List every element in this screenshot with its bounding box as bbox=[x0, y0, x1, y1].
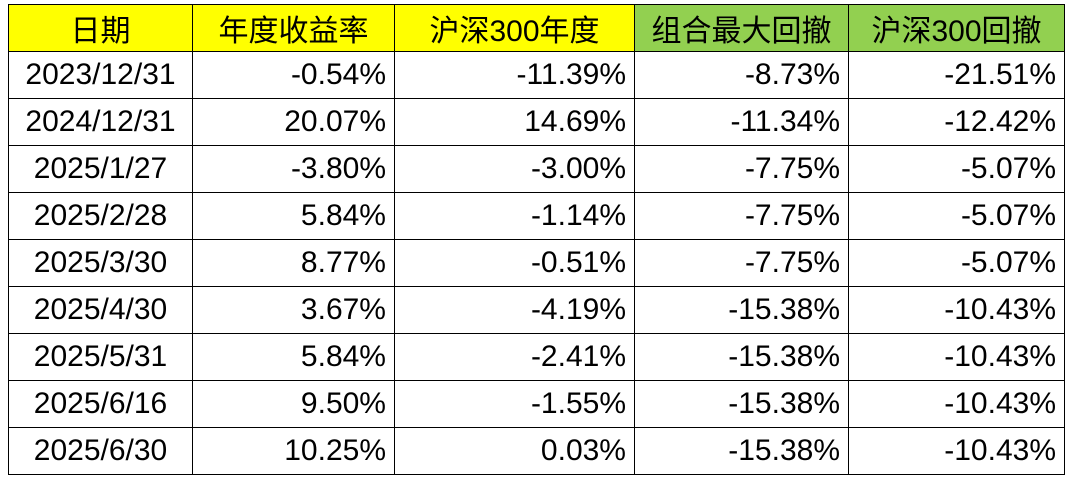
value-cell: -10.43% bbox=[848, 427, 1065, 475]
value-cell: 9.50% bbox=[192, 380, 395, 428]
date-cell: 2025/4/30 bbox=[8, 286, 193, 334]
date-cell: 2025/5/31 bbox=[8, 333, 193, 381]
header-cell: 组合最大回撤 bbox=[634, 4, 849, 52]
table-row: 2023/12/31 -0.54% -11.39% -8.73% -21.51% bbox=[8, 51, 1065, 99]
value-cell: -7.75% bbox=[634, 239, 849, 287]
value-cell: -7.75% bbox=[634, 192, 849, 240]
table-row: 2025/3/30 8.77% -0.51% -7.75% -5.07% bbox=[8, 239, 1065, 287]
value-cell: -12.42% bbox=[848, 98, 1065, 146]
value-cell: 14.69% bbox=[394, 98, 635, 146]
value-cell: -3.00% bbox=[394, 145, 635, 193]
value-cell: -11.34% bbox=[634, 98, 849, 146]
value-cell: -15.38% bbox=[634, 286, 849, 334]
value-cell: -0.51% bbox=[394, 239, 635, 287]
value-cell: 8.77% bbox=[192, 239, 395, 287]
value-cell: -5.07% bbox=[848, 239, 1065, 287]
value-cell: 5.84% bbox=[192, 192, 395, 240]
date-cell: 2025/2/28 bbox=[8, 192, 193, 240]
date-cell: 2025/1/27 bbox=[8, 145, 193, 193]
value-cell: 5.84% bbox=[192, 333, 395, 381]
table-row: 2025/5/31 5.84% -2.41% -15.38% -10.43% bbox=[8, 333, 1065, 381]
header-cell: 沪深300回撤 bbox=[848, 4, 1065, 52]
header-cell: 日期 bbox=[8, 4, 193, 52]
table-row: 2025/1/27 -3.80% -3.00% -7.75% -5.07% bbox=[8, 145, 1065, 193]
value-cell: -4.19% bbox=[394, 286, 635, 334]
value-cell: -5.07% bbox=[848, 145, 1065, 193]
date-cell: 2025/3/30 bbox=[8, 239, 193, 287]
value-cell: -1.55% bbox=[394, 380, 635, 428]
table-row: 2024/12/31 20.07% 14.69% -11.34% -12.42% bbox=[8, 98, 1065, 146]
date-cell: 2025/6/16 bbox=[8, 380, 193, 428]
date-cell: 2025/6/30 bbox=[8, 427, 193, 475]
table-row: 2025/6/30 10.25% 0.03% -15.38% -10.43% bbox=[8, 427, 1065, 475]
date-cell: 2024/12/31 bbox=[8, 98, 193, 146]
value-cell: 10.25% bbox=[192, 427, 395, 475]
value-cell: -15.38% bbox=[634, 333, 849, 381]
value-cell: 3.67% bbox=[192, 286, 395, 334]
value-cell: -2.41% bbox=[394, 333, 635, 381]
value-cell: -10.43% bbox=[848, 333, 1065, 381]
value-cell: -15.38% bbox=[634, 427, 849, 475]
header-cell: 沪深300年度 bbox=[394, 4, 635, 52]
value-cell: -10.43% bbox=[848, 380, 1065, 428]
value-cell: -21.51% bbox=[848, 51, 1065, 99]
header-cell: 年度收益率 bbox=[192, 4, 395, 52]
value-cell: -3.80% bbox=[192, 145, 395, 193]
value-cell: 0.03% bbox=[394, 427, 635, 475]
table-row: 2025/6/16 9.50% -1.55% -15.38% -10.43% bbox=[8, 380, 1065, 428]
value-cell: -15.38% bbox=[634, 380, 849, 428]
value-cell: -11.39% bbox=[394, 51, 635, 99]
value-cell: -5.07% bbox=[848, 192, 1065, 240]
table-row: 2025/4/30 3.67% -4.19% -15.38% -10.43% bbox=[8, 286, 1065, 334]
value-cell: -1.14% bbox=[394, 192, 635, 240]
value-cell: -7.75% bbox=[634, 145, 849, 193]
table-body: 2023/12/31 -0.54% -11.39% -8.73% -21.51% 2024… bbox=[8, 51, 1065, 475]
data-table: 日期 年度收益率 沪深300年度 组合最大回撤 沪深300回撤 2023/12/31 -0… bbox=[8, 4, 1065, 475]
value-cell: -8.73% bbox=[634, 51, 849, 99]
value-cell: -10.43% bbox=[848, 286, 1065, 334]
value-cell: -0.54% bbox=[192, 51, 395, 99]
date-cell: 2023/12/31 bbox=[8, 51, 193, 99]
value-cell: 20.07% bbox=[192, 98, 395, 146]
header-row: 日期 年度收益率 沪深300年度 组合最大回撤 沪深300回撤 bbox=[8, 4, 1065, 52]
table-row: 2025/2/28 5.84% -1.14% -7.75% -5.07% bbox=[8, 192, 1065, 240]
